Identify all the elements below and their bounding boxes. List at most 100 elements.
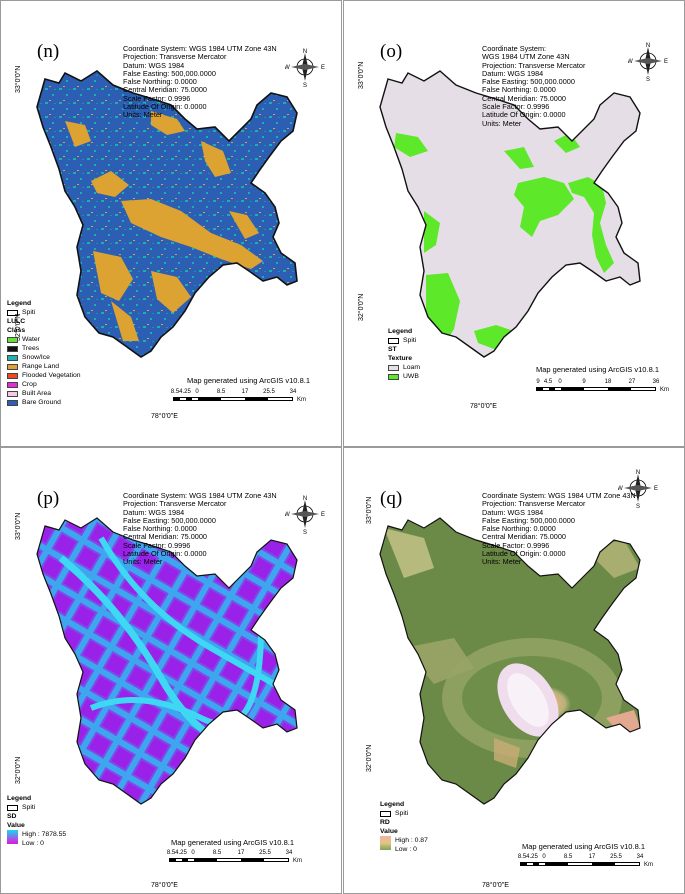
scale-tick: 8.5 <box>517 854 527 860</box>
coord-line: Latitude Of Origin: 0.0000 <box>482 110 566 120</box>
latitude-label: 32°0'0"N <box>358 293 365 321</box>
coord-line: Units: Meter <box>482 118 522 128</box>
scale-tick: 17 <box>588 854 596 860</box>
coord-line: Latitude Of Origin: 0.0000 <box>123 102 207 112</box>
coord-line: Datum: WGS 1984 <box>123 507 185 517</box>
road-density-map <box>379 517 641 805</box>
scale-tick: 9 <box>536 379 540 385</box>
scale-tick: 25.5 <box>259 850 271 856</box>
legend: Legend Spiti SD Value High : 7878.55 Low… <box>7 794 66 848</box>
generated-note: Map generated using ArcGIS v10.8.1 <box>522 842 645 851</box>
scale-tick: 0 <box>542 854 546 860</box>
panel-tag: (n) <box>37 41 60 62</box>
legend-label: Spiti <box>22 804 36 811</box>
coordinate-info: Coordinate System: WGS 1984 UTM Zone 43N… <box>482 491 636 567</box>
coord-line: Units: Meter <box>482 557 522 567</box>
coord-line: Coordinate System: WGS 1984 UTM Zone 43N <box>123 44 277 53</box>
km-label: Km <box>660 387 669 393</box>
scale-bar: 8.5 4.25 0 8.5 17 25.5 34 Km <box>517 854 662 868</box>
svg-text:E: E <box>664 59 668 65</box>
scale-tick: 8.5 <box>212 850 222 856</box>
legend-label: Loam <box>403 364 421 371</box>
coord-line: False Northing: 0.0000 <box>482 524 556 534</box>
legend-sub: Value <box>7 822 25 829</box>
coord-line: Central Meridian: 75.0000 <box>123 85 207 95</box>
svg-text:N: N <box>636 470 640 476</box>
scale-tick: 8.5 <box>563 854 573 860</box>
latitude-label: 33°0'0"N <box>15 512 22 540</box>
scale-tick: 34 <box>636 854 644 860</box>
spiti-swatch <box>388 337 399 344</box>
coord-line: Scale Factor: 0.9996 <box>123 93 191 103</box>
coord-line: Central Meridian: 75.0000 <box>123 532 207 542</box>
scale-tick: 4.25 <box>526 854 538 860</box>
legend-label: Spiti <box>395 810 409 817</box>
legend-layer: RD <box>380 819 390 826</box>
svg-text:W: W <box>285 512 290 518</box>
gradient-swatch <box>7 830 18 844</box>
svg-text:N: N <box>303 49 307 55</box>
legend-label: Snow/Ice <box>22 354 50 361</box>
coord-line: Central Meridian: 75.0000 <box>482 93 566 103</box>
panel-soil-texture: (o) Coordinate System: WGS 1984 UTM Zone… <box>343 0 685 447</box>
coord-line: Latitude Of Origin: 0.0000 <box>123 549 207 559</box>
legend-swatch <box>388 364 399 371</box>
coord-line: Coordinate System: WGS 1984 UTM Zone 43N <box>123 491 277 500</box>
spiti-swatch <box>7 309 18 316</box>
svg-text:W: W <box>628 59 633 65</box>
scale-tick: 17 <box>241 389 249 395</box>
panel-tag: (q) <box>380 488 403 509</box>
legend-swatch <box>7 390 18 397</box>
coord-line: False Easting: 500,000.0000 <box>482 77 575 87</box>
km-label: Km <box>644 862 653 868</box>
coord-line: Scale Factor: 0.9996 <box>482 102 550 112</box>
scale-tick: 17 <box>237 850 245 856</box>
legend-label: Range Land <box>22 363 60 370</box>
legend-layer: SD <box>7 813 17 820</box>
soil-texture-map <box>379 70 641 358</box>
legend-sub: Value <box>380 828 398 835</box>
legend-label: Trees <box>22 345 40 352</box>
generated-note: Map generated using ArcGIS v10.8.1 <box>536 365 659 374</box>
coord-line: Datum: WGS 1984 <box>482 68 544 78</box>
longitude-label: 78°0'0"E <box>470 403 497 410</box>
coord-line: Datum: WGS 1984 <box>123 60 185 70</box>
scale-tick: 8.5 <box>216 389 226 395</box>
stream-density-map <box>36 517 298 805</box>
km-label: Km <box>293 858 302 864</box>
scale-tick: 36 <box>652 379 660 385</box>
coord-line: False Northing: 0.0000 <box>482 85 556 95</box>
legend-swatch <box>7 345 18 352</box>
coord-line: False Easting: 500,000.0000 <box>482 515 575 525</box>
svg-text:E: E <box>321 65 325 71</box>
latitude-label: 33°0'0"N <box>366 496 373 524</box>
legend-title: Legend <box>7 795 32 802</box>
coord-line: Datum: WGS 1984 <box>482 507 544 517</box>
scale-tick: 4.5 <box>543 379 553 385</box>
coord-line: Projection: Transverse Mercator <box>482 60 586 70</box>
legend-label: Spiti <box>403 337 417 344</box>
scale-tick: 0 <box>558 379 562 385</box>
legend-label: UWB <box>403 373 419 380</box>
legend-label: Built Area <box>22 390 52 397</box>
coord-line: Units: Meter <box>123 110 163 120</box>
latitude-label: 33°0'0"N <box>358 61 365 89</box>
legend-low: Low : 0 <box>395 846 417 853</box>
north-arrow-icon: N S E W <box>628 43 668 81</box>
legend-high: High : 0.87 <box>395 837 428 844</box>
legend-sub: Class <box>7 327 26 334</box>
scale-tick: 9 <box>582 379 586 385</box>
latitude-label: 33°0'0"N <box>15 65 22 93</box>
scale-bar: 8.5 4.25 0 8.5 17 25.5 34 Km <box>167 850 311 864</box>
scale-tick: 34 <box>289 389 297 395</box>
legend-swatch <box>7 336 18 343</box>
coord-line: Scale Factor: 0.9996 <box>123 540 191 550</box>
longitude-label: 78°0'0"E <box>482 882 509 889</box>
generated-note: Map generated using ArcGIS v10.8.1 <box>171 838 294 847</box>
north-arrow-icon: N S E W <box>285 49 325 87</box>
svg-text:E: E <box>654 486 658 492</box>
scale-tick: 0 <box>195 389 199 395</box>
scale-tick: 4.25 <box>179 389 191 395</box>
svg-text:S: S <box>303 530 307 534</box>
spiti-swatch <box>7 804 18 811</box>
